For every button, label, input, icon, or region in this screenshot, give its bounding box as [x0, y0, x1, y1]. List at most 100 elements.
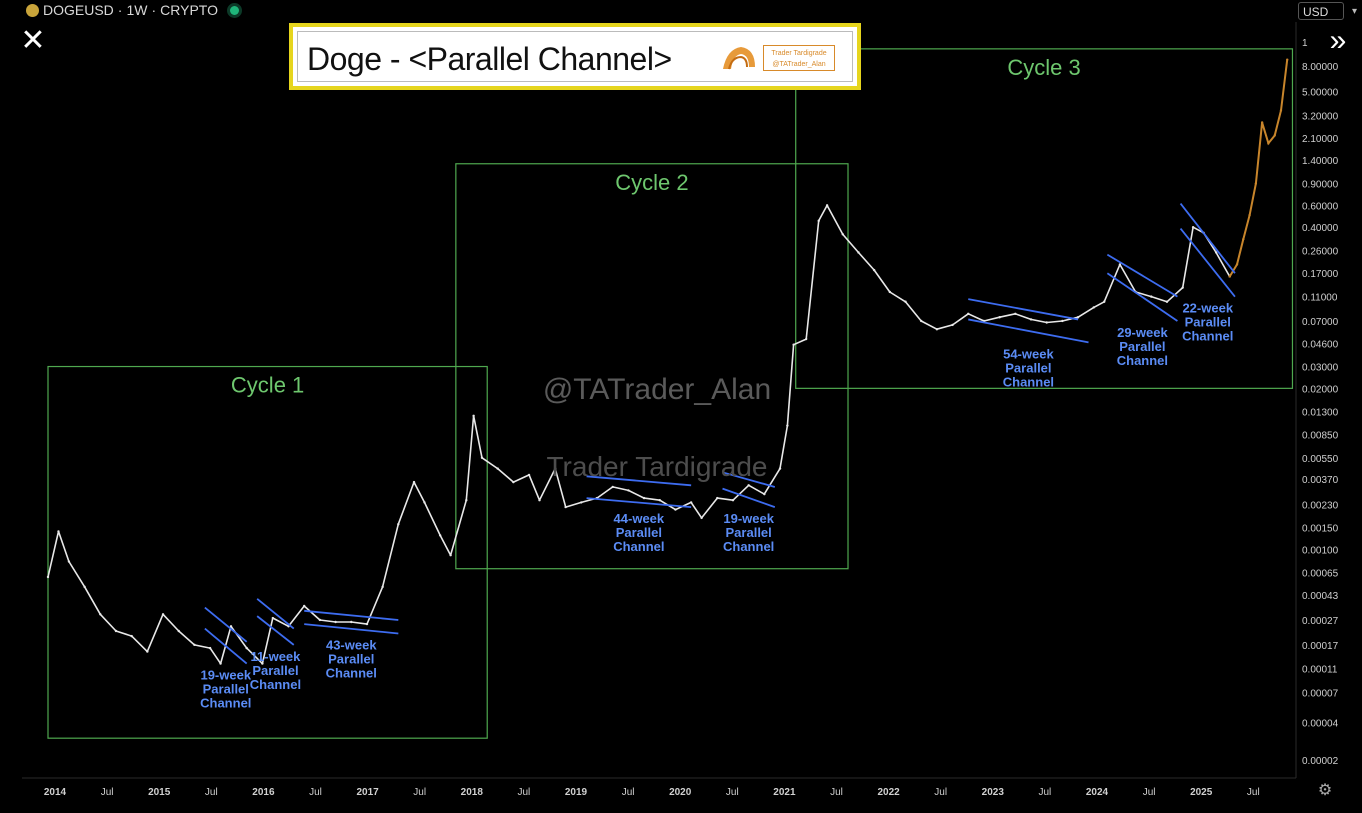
price-point	[817, 219, 820, 223]
channel-label-7: 29-week Parallel Channel	[1117, 325, 1169, 368]
y-tick-label: 0.00011	[1302, 664, 1338, 675]
price-point	[888, 290, 892, 294]
price-point	[99, 613, 102, 616]
channel-label-line: 44-week	[614, 511, 665, 526]
projection-point	[1279, 109, 1283, 112]
gear-icon: ⚙	[1317, 782, 1333, 799]
projection-point	[1228, 275, 1231, 278]
price-point	[114, 629, 118, 633]
channel-2-lower-line	[256, 615, 295, 646]
close-button[interactable]: ✕	[14, 24, 52, 58]
brand-badge: Trader Tardigrade @TATrader_Alan	[763, 45, 835, 71]
next-button[interactable]: »	[1318, 24, 1358, 58]
price-point	[350, 620, 353, 624]
price-point	[229, 625, 233, 628]
y-tick-label: 0.01300	[1302, 408, 1339, 419]
exchange-label: CRYPTO	[160, 2, 218, 18]
badge-line2: @TATrader_Alan	[772, 61, 826, 68]
price-point	[303, 604, 306, 608]
y-tick-label: 3.20000	[1302, 111, 1339, 122]
close-icon: ✕	[20, 24, 46, 57]
currency-select[interactable]: USD ▾	[1298, 2, 1357, 20]
x-tick-label: 2022	[877, 787, 900, 798]
channel-8-lower-line	[1179, 227, 1236, 298]
y-tick-label: 0.00550	[1302, 454, 1339, 465]
x-tick-label: Jul	[726, 787, 739, 798]
watermark-handle: @TATrader_Alan	[543, 373, 771, 406]
channel-2-upper-line	[256, 598, 295, 630]
price-point	[1061, 319, 1064, 323]
channel-4-lower-line	[586, 497, 692, 509]
doge-coin-icon	[26, 3, 39, 17]
channel-7-lower-line	[1106, 272, 1178, 322]
y-tick-label: 0.00850	[1302, 430, 1339, 441]
price-point	[480, 456, 484, 460]
channel-label-3: 43-week Parallel Channel	[326, 637, 378, 680]
price-point	[1165, 300, 1169, 303]
price-point	[920, 319, 923, 323]
chart-header: DOGEUSD · 1W · CRYPTO	[26, 2, 239, 18]
y-tick-label: 0.00150	[1302, 524, 1339, 535]
price-point	[564, 505, 567, 509]
channel-label-5: 19-week Parallel Channel	[723, 511, 775, 554]
price-point	[83, 585, 86, 589]
interval-label[interactable]: 1W	[126, 2, 148, 18]
x-tick-label: Jul	[1247, 787, 1260, 798]
price-point	[496, 467, 499, 470]
channel-label-line: 43-week	[326, 637, 377, 652]
channel-label-line: Parallel	[1185, 315, 1231, 330]
cycle-box-1	[47, 365, 488, 739]
symbol-label[interactable]: DOGEUSD	[43, 2, 114, 18]
chart-title: Doge - <Parallel Channel>	[307, 41, 672, 77]
price-point	[465, 499, 468, 502]
projection-point	[1242, 237, 1245, 241]
double-chevron-right-icon: »	[1329, 24, 1347, 57]
price-series-line	[47, 204, 1231, 665]
price-point	[318, 618, 322, 622]
y-tick-label: 0.00017	[1302, 641, 1339, 652]
y-tick-label: 0.00230	[1302, 501, 1339, 512]
price-point	[786, 424, 789, 427]
price-point	[1029, 318, 1033, 321]
chevron-down-icon: ▾	[1351, 6, 1357, 17]
y-tick-label: 0.02000	[1302, 384, 1339, 395]
x-tick-label: 2024	[1086, 787, 1109, 798]
y-tick-label: 0.17000	[1302, 269, 1339, 280]
price-point	[538, 499, 541, 502]
x-tick-label: 2014	[44, 787, 67, 798]
x-tick-label: Jul	[205, 787, 218, 798]
channel-1-upper-line	[204, 606, 248, 643]
channel-label-4: 44-week Parallel Channel	[613, 511, 665, 554]
header-separator: ·	[151, 2, 157, 18]
settings-button[interactable]: ⚙	[1316, 782, 1334, 800]
x-tick-label: 2023	[982, 787, 1005, 798]
price-point	[998, 316, 1001, 319]
price-point	[1118, 263, 1122, 266]
cycle-box-2	[455, 163, 849, 570]
price-point	[245, 646, 248, 650]
cycle-label-2: Cycle 2	[615, 170, 688, 195]
price-point	[857, 251, 860, 254]
projection-point	[1273, 134, 1276, 137]
x-tick-label: Jul	[413, 787, 426, 798]
price-point	[1181, 286, 1184, 289]
channel-label-6: 54-week Parallel Channel	[1003, 346, 1055, 389]
price-point	[67, 560, 71, 563]
channel-label-line: Channel	[1003, 374, 1054, 389]
projection-point	[1254, 182, 1258, 185]
price-point	[627, 489, 630, 492]
channel-5-upper-line	[722, 471, 776, 488]
price-point	[1045, 321, 1048, 324]
channel-label-line: 19-week	[723, 511, 774, 526]
channel-label-line: 54-week	[1003, 346, 1054, 361]
cycle-label-3: Cycle 3	[1007, 55, 1080, 80]
price-point	[193, 643, 196, 647]
y-tick-label: 0.00004	[1302, 719, 1339, 730]
price-point	[177, 629, 180, 633]
header-separator: ·	[117, 2, 123, 18]
y-tick-label: 0.00043	[1302, 591, 1339, 602]
y-tick-label: 0.60000	[1302, 201, 1339, 212]
channel-label-8: 22-week Parallel Channel	[1182, 301, 1234, 344]
y-tick-label: 0.11000	[1302, 293, 1338, 304]
